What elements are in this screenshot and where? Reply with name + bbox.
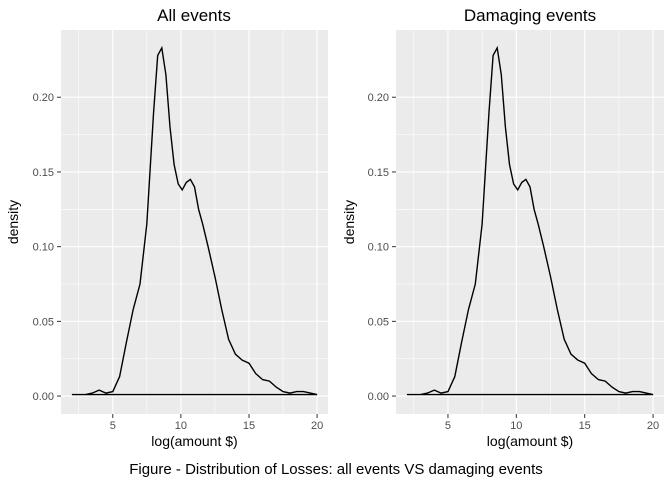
figure-caption: Figure - Distribution of Losses: all eve… [129, 461, 543, 478]
all-events-y-axis-title: density [5, 200, 21, 244]
damaging-events-y-axis-title: density [341, 200, 357, 244]
damaging-events-y-tick-label: 0.15 [368, 167, 389, 179]
damaging-events-x-tick-label: 10 [510, 420, 522, 432]
damaging-events-x-tick-label: 5 [445, 420, 451, 432]
all-events-panel: 5 10 15 20 0.00 0.05 0.10 0.15 0.20 All events log… [5, 6, 328, 449]
all-events-x-tick-label: 15 [243, 420, 255, 432]
damaging-events-y-tick-label: 0.05 [368, 316, 389, 328]
all-events-y-tick-label: 0.15 [33, 167, 54, 179]
all-events-x-axis-title: log(amount $) [151, 433, 237, 449]
all-events-title: All events [157, 6, 231, 25]
all-events-y-tick-label: 0.00 [33, 391, 54, 403]
damaging-events-plot-background [396, 30, 664, 414]
all-events-x-tick-label: 20 [311, 420, 323, 432]
damaging-events-x-tick-label: 20 [647, 420, 659, 432]
damaging-events-panel: 5 10 15 20 0.00 0.05 0.10 0.15 0.20 Damaging even… [341, 6, 664, 449]
all-events-plot-background [61, 30, 328, 414]
damaging-events-x-tick-label: 15 [579, 420, 591, 432]
damaging-events-density-line [406, 45, 654, 396]
all-events-density-line [71, 45, 318, 396]
damaging-events-y-tick-label: 0.20 [368, 92, 389, 104]
damaging-events-title: Damaging events [464, 6, 596, 25]
damaging-events-y-tick-label: 0.10 [368, 242, 389, 254]
all-events-x-tick-label: 10 [175, 420, 187, 432]
all-events-y-tick-label: 0.20 [33, 92, 54, 104]
all-events-x-tick-label: 5 [110, 420, 116, 432]
all-events-y-tick-label: 0.05 [33, 316, 54, 328]
damaging-events-y-tick-label: 0.00 [368, 391, 389, 403]
all-events-y-tick-label: 0.10 [33, 242, 54, 254]
damaging-events-x-axis-title: log(amount $) [487, 433, 573, 449]
